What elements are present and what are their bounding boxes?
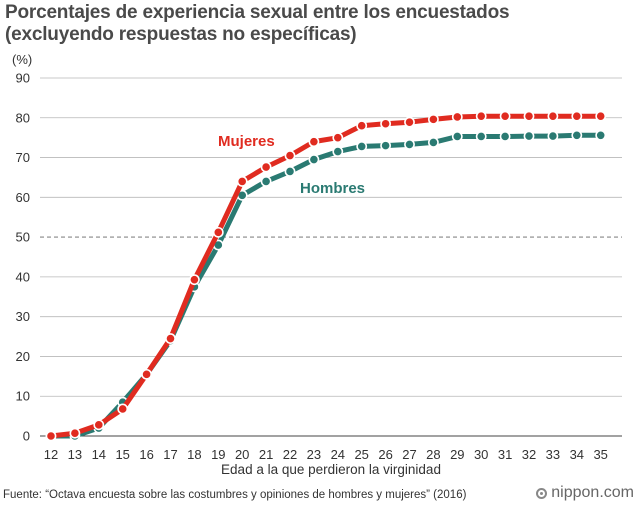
series-label-mujeres: Mujeres [218, 133, 275, 150]
data-point-mujeres [188, 274, 200, 286]
x-tick-label: 16 [139, 447, 153, 462]
data-point-mujeres [595, 110, 607, 122]
data-point-mujeres [165, 333, 176, 344]
data-point-mujeres [69, 427, 81, 439]
y-tick-label: 70 [16, 150, 30, 165]
x-axis-title: Edad a la que perdieron la virginidad [221, 462, 441, 477]
x-tick-label: 17 [163, 447, 177, 462]
y-tick-label: 20 [16, 349, 30, 364]
x-tick-label: 19 [211, 447, 225, 462]
y-tick-label: 0 [23, 429, 30, 444]
data-point-hombres [284, 166, 296, 177]
x-tick-label: 23 [307, 447, 321, 462]
x-tick-label: 22 [283, 447, 297, 462]
x-tick-label: 34 [570, 447, 584, 462]
series-label-hombres: Hombres [300, 180, 365, 197]
data-point-mujeres [499, 110, 511, 122]
data-point-mujeres [475, 110, 487, 122]
x-tick-label: 33 [546, 447, 560, 462]
data-point-hombres [475, 131, 487, 142]
x-tick-label: 32 [522, 447, 536, 462]
axes: 0 10 20 30 40 50 60 70 80 90 (%) 12 13 14 15 16 17 18 19 20… [12, 52, 622, 477]
y-tick-label: 50 [16, 230, 30, 245]
x-tick-label: 29 [450, 447, 464, 462]
data-point-hombres [571, 129, 583, 141]
data-point-mujeres [451, 111, 463, 123]
data-point-mujeres [308, 136, 320, 148]
y-tick-label: 10 [16, 389, 30, 404]
x-tick-label: 30 [474, 447, 488, 462]
x-tick-label: 18 [187, 447, 201, 462]
data-point-mujeres [404, 116, 415, 128]
gridlines [40, 77, 622, 397]
data-point-hombres [595, 129, 607, 141]
chart-title-line-1: Porcentajes de experiencia sexual entre … [5, 2, 510, 23]
x-tick-label: 28 [426, 447, 440, 462]
data-point-mujeres [236, 176, 248, 187]
data-point-mujeres [284, 150, 296, 161]
series-labels: Hombres Mujeres [218, 133, 365, 197]
x-tick-label: 20 [235, 447, 249, 462]
y-tick-label: 80 [16, 110, 30, 125]
data-point-hombres [260, 176, 272, 187]
chart-title: Porcentajes de experiencia sexual entre … [5, 2, 510, 46]
data-point-mujeres [212, 226, 224, 238]
data-point-mujeres [547, 110, 559, 122]
data-point-hombres [451, 131, 463, 142]
data-point-hombres [427, 137, 439, 148]
x-tick-label: 24 [331, 447, 345, 462]
y-tick-label: 90 [16, 71, 30, 86]
data-point-hombres [380, 140, 391, 152]
x-tick-label: 21 [259, 447, 273, 462]
y-axis-unit-label: (%) [12, 52, 32, 67]
data-point-hombres [404, 139, 415, 150]
data-point-mujeres [45, 430, 57, 442]
data-point-mujeres [427, 113, 439, 125]
x-tick-label: 35 [593, 447, 607, 462]
data-point-mujeres [380, 118, 391, 130]
chart-title-line-2: (excluyendo respuestas no específicas) [5, 24, 357, 45]
data-point-mujeres [117, 403, 129, 415]
brand-mark-icon [536, 488, 548, 499]
x-tick-label: 25 [354, 447, 368, 462]
data-point-hombres [499, 131, 511, 142]
x-tick-label: 14 [92, 447, 106, 462]
x-tick-label: 12 [44, 447, 58, 462]
data-point-hombres [547, 130, 559, 142]
data-point-mujeres [93, 419, 105, 431]
x-tick-label: 15 [115, 447, 129, 462]
y-tick-label: 40 [16, 269, 30, 284]
data-point-mujeres [356, 120, 368, 132]
y-tick-label: 60 [16, 190, 30, 205]
data-point-hombres [523, 130, 535, 142]
data-point-mujeres [332, 132, 344, 144]
x-tick-label: 27 [402, 447, 416, 462]
data-point-hombres [332, 146, 344, 157]
brand-name: nippon.com [551, 484, 634, 501]
data-point-hombres [308, 154, 320, 165]
data-point-mujeres [571, 110, 583, 122]
x-tick-label: 31 [498, 447, 512, 462]
y-tick-label: 30 [16, 309, 30, 324]
x-tick-label: 26 [378, 447, 392, 462]
data-point-mujeres [141, 368, 152, 380]
data-point-mujeres [260, 161, 272, 173]
data-point-hombres [356, 141, 368, 152]
series [45, 110, 607, 442]
brand-logo: nippon.com [536, 484, 634, 502]
source-note: Fuente: “Octava encuesta sobre las costu… [3, 489, 467, 501]
x-tick-label: 13 [68, 447, 82, 462]
data-point-mujeres [523, 110, 535, 122]
